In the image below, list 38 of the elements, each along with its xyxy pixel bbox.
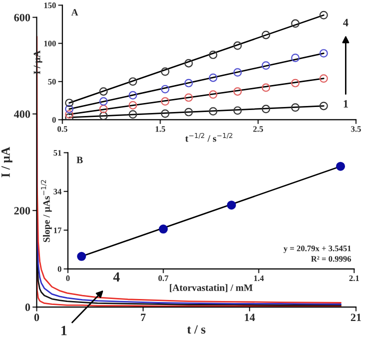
- x-tick-label: 1.4: [254, 275, 264, 282]
- y-tick-label: 51: [54, 150, 62, 156]
- y-tick-label: 50: [48, 78, 56, 85]
- y-tick-label: 600: [14, 14, 30, 22]
- annotation: B: [76, 156, 83, 164]
- text: 1: [61, 326, 67, 336]
- x-tick-label: 1.5: [156, 126, 166, 132]
- x-tick-label: 0.7: [158, 275, 168, 282]
- y-tick-label: 34: [54, 188, 62, 194]
- y-tick-label: 400: [14, 110, 30, 118]
- y-tick-label: 0: [52, 117, 56, 123]
- x-axis-title: [Atorvastatin] / mM: [170, 284, 253, 292]
- y-axis-title: I / µA: [34, 50, 42, 74]
- x-tick-label: 21: [350, 314, 361, 322]
- annotation: A: [71, 9, 78, 16]
- x-axis-title: t$^{−1/2}$ / s$^{−1/2}$: [185, 132, 232, 142]
- x-tick-label: 0.5: [58, 126, 68, 132]
- x-tick-label: 3.5: [351, 126, 361, 132]
- x-tick-label: 14: [244, 314, 255, 322]
- y-axis-title: Slope / µAs$^{−1/2}$: [40, 180, 52, 242]
- y-tick-label: 0: [25, 304, 30, 312]
- y-axis-title: I / µA: [1, 146, 12, 178]
- x-tick-label: 2.1: [349, 275, 359, 282]
- x-axis-title: t / s: [187, 325, 206, 334]
- y-tick-label: 100: [44, 40, 56, 46]
- y-tick-label: 200: [14, 206, 30, 214]
- annotation: R² = 0.9996: [311, 256, 352, 262]
- y-tick-label: 150: [44, 2, 56, 8]
- x-tick-label: 7: [140, 314, 146, 322]
- x-tick-label: 0: [66, 275, 70, 282]
- annotation: y = 20.79x + 3.5451: [284, 246, 351, 253]
- annotation: 1: [344, 100, 348, 108]
- annotation: 4: [113, 272, 120, 282]
- y-tick-label: 0: [58, 266, 62, 272]
- annotation: 4: [343, 18, 348, 26]
- x-tick-label: 2.5: [253, 126, 264, 132]
- y-tick-label: 17: [54, 228, 62, 234]
- x-tick-label: 0: [34, 314, 40, 322]
